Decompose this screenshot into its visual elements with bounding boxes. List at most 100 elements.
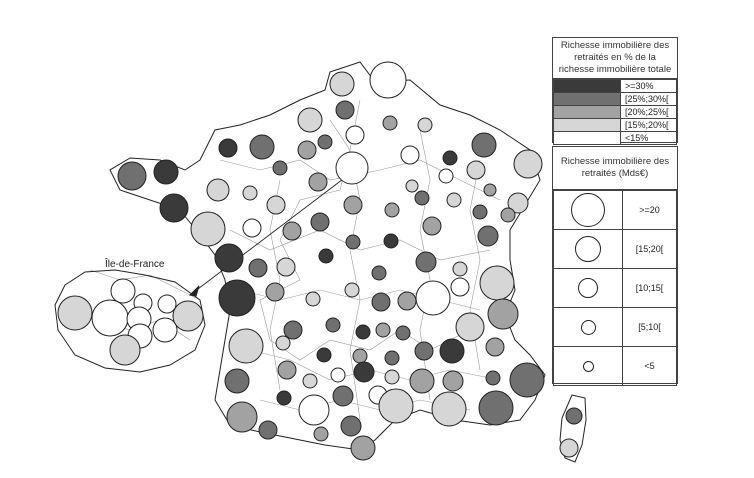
size-legend-label: <5 (622, 346, 677, 386)
share-legend-label: [15%;20%[ (620, 118, 677, 132)
share-legend-label: [25%;30%[ (620, 92, 677, 106)
department-bubble (485, 337, 505, 357)
department-bubble (265, 282, 285, 302)
department-bubble (152, 317, 178, 343)
department-bubble (218, 138, 238, 158)
idf-pointer-line (189, 169, 356, 296)
department-bubble (325, 317, 341, 333)
size-legend-circle (580, 319, 596, 335)
department-bubble (395, 325, 411, 341)
department-bubble (400, 145, 420, 165)
department-bubble (355, 324, 371, 340)
idf-inset-outline (54, 269, 206, 373)
size-legend-row: <5 (553, 346, 677, 386)
department-bubble (316, 347, 332, 363)
department-bubble (417, 117, 433, 133)
department-bubble (117, 161, 147, 191)
size-legend-symbol (553, 307, 623, 347)
share-legend-swatch (553, 79, 621, 93)
department-bubble (431, 391, 467, 427)
department-bubble (228, 328, 264, 364)
size-legend-symbol (553, 190, 623, 230)
department-bubble (57, 295, 93, 331)
department-bubble (452, 261, 468, 277)
department-bubble (559, 438, 579, 458)
department-bubble (190, 211, 226, 247)
department-bubble (258, 420, 278, 440)
size-legend-row: [15;20[ (553, 229, 677, 269)
department-bubble (478, 390, 514, 426)
size-legend-table: >=20 [15;20[[10;15[[5;10[<5 (553, 190, 677, 386)
share-legend-swatch (553, 105, 621, 119)
size-legend-symbol (553, 346, 623, 386)
size-legend-row: >=20 (553, 190, 677, 230)
department-bubble (159, 193, 189, 223)
share-legend-label: >=30% (620, 79, 677, 93)
department-bubble (353, 361, 375, 383)
department-bubble (565, 407, 583, 425)
share-legend-label: <15% (620, 131, 677, 145)
department-bubble (317, 134, 333, 150)
size-legend-label: [15;20[ (622, 229, 677, 269)
department-bubble (345, 234, 361, 250)
size-legend-label: [5;10[ (622, 307, 677, 347)
share-legend-swatch (553, 131, 621, 145)
department-bubble (308, 172, 328, 192)
department-bubble (375, 322, 391, 338)
idf-pointer-arrow (188, 285, 200, 297)
department-bubble (409, 368, 435, 394)
size-legend-title: Richesse immobilière des retraités (Mds€… (553, 147, 677, 190)
department-bubble (352, 348, 368, 364)
department-bubble (276, 390, 292, 406)
size-legend-circle (578, 278, 598, 298)
department-bubble (172, 300, 204, 332)
department-bubble (266, 195, 286, 215)
department-bubble (305, 291, 321, 307)
department-bubble (218, 279, 256, 317)
department-bubble (466, 160, 486, 180)
share-legend-table: >=30% [25%;30%[[20%;25%[[15%;20%[<15% (553, 79, 677, 145)
size-legend-circle (571, 193, 605, 227)
department-bubble (226, 401, 258, 433)
department-bubble (422, 216, 442, 236)
department-bubble (369, 61, 407, 99)
department-bubble (382, 115, 398, 131)
department-bubble (330, 367, 346, 383)
department-bubble (277, 360, 297, 380)
department-bubble (378, 388, 414, 424)
size-legend-row: [5;10[ (553, 307, 677, 347)
share-legend-title: Richesse immobilière des retraités en % … (553, 38, 677, 79)
department-bubble (340, 415, 362, 437)
size-legend: Richesse immobilière des retraités (Mds€… (552, 146, 678, 386)
department-bubble (439, 338, 465, 364)
size-legend-circle (582, 360, 594, 372)
share-legend-row: [20%;25%[ (553, 105, 677, 119)
department-bubble (297, 140, 317, 160)
department-bubble (345, 125, 365, 145)
size-legend-label: >=20 (622, 190, 677, 230)
department-bubble (335, 151, 369, 185)
department-bubble (371, 292, 391, 312)
department-bubble (371, 265, 387, 281)
idf-inset-label: Île-de-France (105, 259, 165, 270)
department-bubble (242, 218, 262, 238)
department-bubble (214, 243, 244, 273)
department-bubble (249, 134, 275, 160)
share-legend-row: [15%;20%[ (553, 118, 677, 132)
department-bubble (415, 251, 437, 273)
department-bubble (275, 335, 291, 351)
department-bubble (509, 362, 545, 398)
department-bubble (110, 278, 136, 304)
department-bubble (472, 204, 488, 220)
department-bubble (329, 71, 355, 97)
department-bubble (242, 185, 258, 201)
department-bubble (276, 257, 296, 277)
department-bubble (383, 233, 399, 249)
department-bubble (415, 280, 451, 316)
share-legend: Richesse immobilière des retraités en % … (552, 37, 678, 145)
country-outline (54, 61, 587, 463)
department-bubble (109, 334, 141, 366)
department-bubble (318, 248, 334, 264)
department-bubble (157, 294, 177, 314)
share-legend-row: >=30% (553, 79, 677, 93)
